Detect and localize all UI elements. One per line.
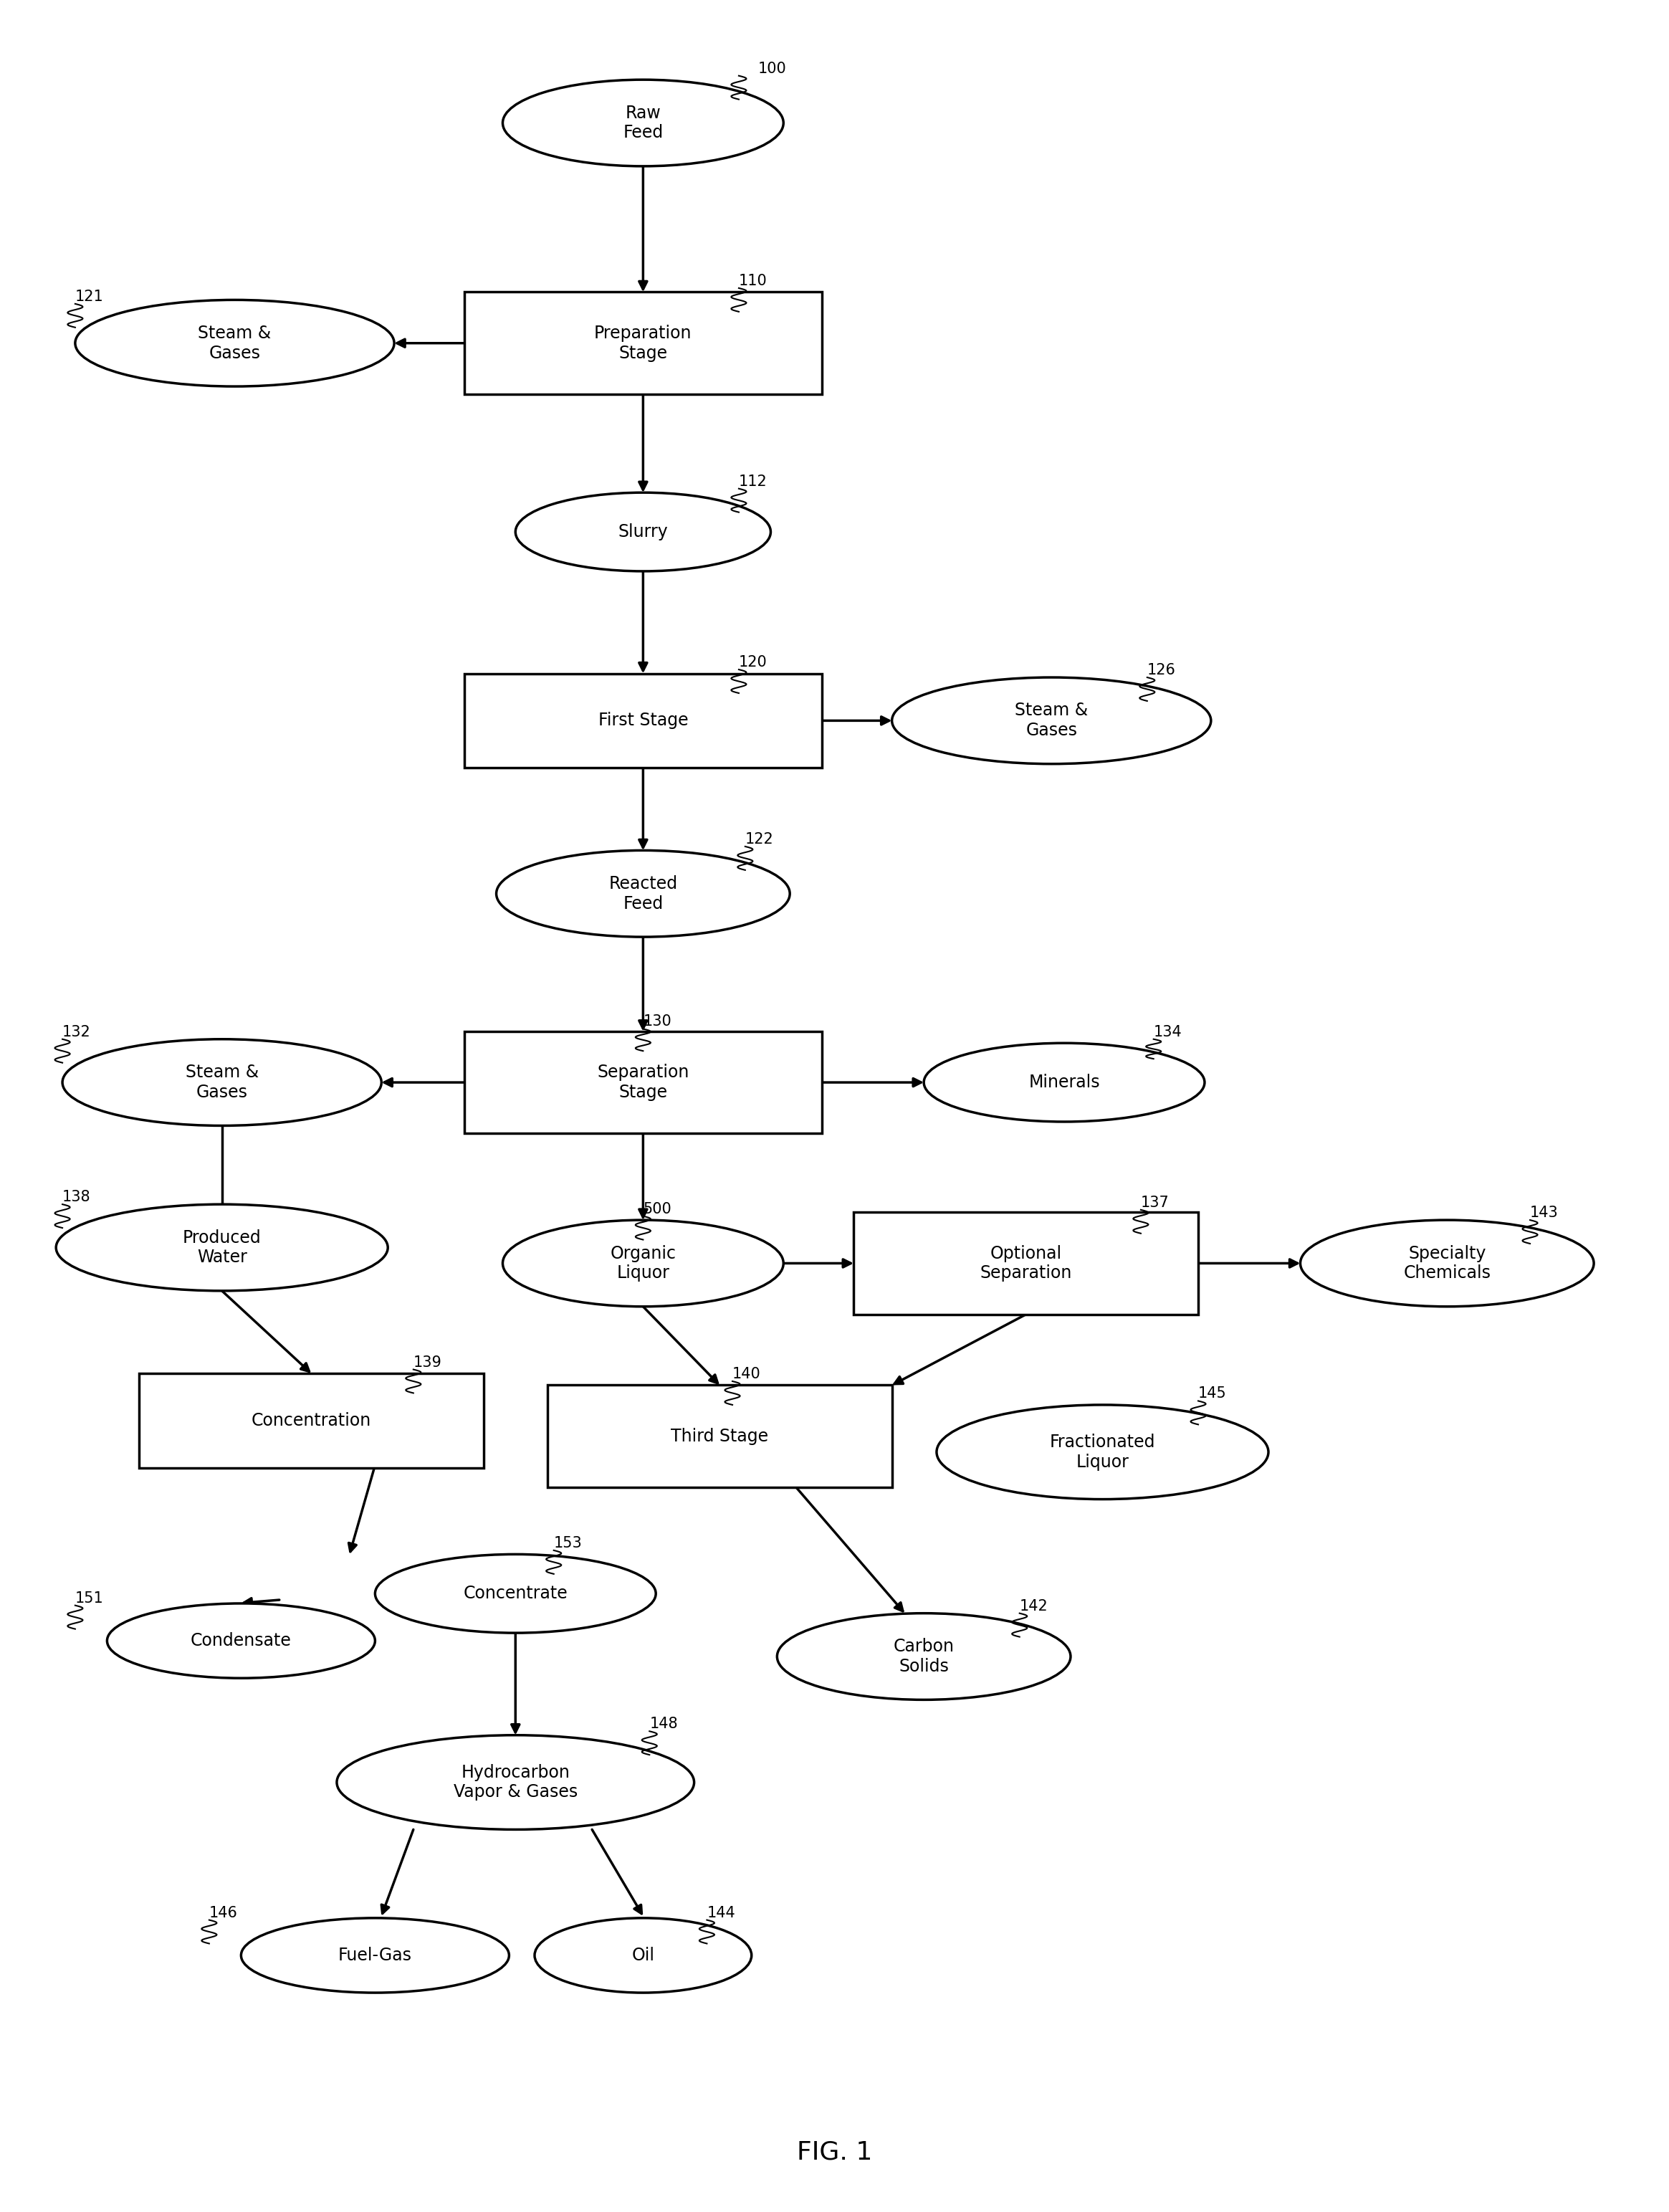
- Ellipse shape: [502, 80, 783, 166]
- Text: 139: 139: [414, 1356, 442, 1369]
- Ellipse shape: [496, 849, 789, 938]
- FancyBboxPatch shape: [853, 1212, 1198, 1314]
- Text: Separation
Stage: Separation Stage: [598, 1064, 689, 1102]
- Ellipse shape: [936, 1405, 1268, 1500]
- Text: Steam &
Gases: Steam & Gases: [199, 325, 272, 363]
- Text: Minerals: Minerals: [1028, 1073, 1100, 1091]
- Text: Condensate: Condensate: [190, 1632, 292, 1650]
- Text: Hydrocarbon
Vapor & Gases: Hydrocarbon Vapor & Gases: [454, 1763, 577, 1801]
- FancyBboxPatch shape: [464, 1031, 821, 1133]
- Text: 138: 138: [62, 1190, 90, 1203]
- Text: 130: 130: [643, 1015, 671, 1029]
- Text: 500: 500: [643, 1201, 671, 1217]
- Ellipse shape: [1300, 1221, 1594, 1307]
- Ellipse shape: [376, 1555, 656, 1632]
- Ellipse shape: [62, 1040, 382, 1126]
- Text: Reacted
Feed: Reacted Feed: [609, 876, 678, 911]
- Text: Produced
Water: Produced Water: [182, 1230, 262, 1265]
- Ellipse shape: [337, 1734, 694, 1829]
- FancyBboxPatch shape: [547, 1385, 891, 1486]
- Text: Steam &
Gases: Steam & Gases: [185, 1064, 259, 1102]
- Text: Preparation
Stage: Preparation Stage: [594, 325, 693, 363]
- Text: Slurry: Slurry: [618, 524, 668, 540]
- Text: 132: 132: [62, 1024, 90, 1040]
- FancyBboxPatch shape: [139, 1374, 484, 1469]
- Text: 120: 120: [739, 655, 768, 670]
- Ellipse shape: [107, 1604, 376, 1679]
- Text: 134: 134: [1153, 1024, 1182, 1040]
- Text: 151: 151: [75, 1590, 103, 1606]
- Text: 112: 112: [739, 473, 768, 489]
- Text: FIG. 1: FIG. 1: [796, 2139, 873, 2163]
- Text: 146: 146: [209, 1905, 237, 1920]
- Ellipse shape: [516, 493, 771, 571]
- Text: 153: 153: [554, 1535, 582, 1551]
- Text: Third Stage: Third Stage: [671, 1427, 768, 1444]
- Text: Raw
Feed: Raw Feed: [623, 104, 663, 142]
- Text: 121: 121: [75, 290, 103, 303]
- Text: Organic
Liquor: Organic Liquor: [611, 1245, 676, 1281]
- Text: 137: 137: [1142, 1194, 1170, 1210]
- Text: 122: 122: [744, 832, 774, 847]
- Text: 110: 110: [739, 274, 768, 288]
- Text: Concentrate: Concentrate: [464, 1586, 567, 1601]
- Text: 140: 140: [733, 1367, 761, 1380]
- Text: 100: 100: [758, 62, 786, 75]
- Ellipse shape: [925, 1044, 1205, 1121]
- Text: Fractionated
Liquor: Fractionated Liquor: [1050, 1433, 1155, 1471]
- Text: Carbon
Solids: Carbon Solids: [893, 1637, 955, 1674]
- Ellipse shape: [240, 1918, 509, 1993]
- Text: Specialty
Chemicals: Specialty Chemicals: [1404, 1245, 1490, 1281]
- Text: 145: 145: [1198, 1387, 1227, 1400]
- FancyBboxPatch shape: [464, 292, 821, 394]
- Text: Concentration: Concentration: [252, 1411, 371, 1429]
- Text: Steam &
Gases: Steam & Gases: [1015, 701, 1088, 739]
- Text: Optional
Separation: Optional Separation: [980, 1245, 1071, 1281]
- Text: 126: 126: [1147, 664, 1175, 677]
- Ellipse shape: [57, 1203, 387, 1292]
- Ellipse shape: [534, 1918, 751, 1993]
- FancyBboxPatch shape: [464, 672, 821, 768]
- Text: 143: 143: [1530, 1206, 1559, 1221]
- Ellipse shape: [75, 301, 394, 387]
- Ellipse shape: [778, 1613, 1070, 1699]
- Text: First Stage: First Stage: [598, 712, 688, 730]
- Text: 142: 142: [1020, 1599, 1048, 1613]
- Text: 148: 148: [649, 1717, 678, 1732]
- Text: Fuel-Gas: Fuel-Gas: [339, 1947, 412, 1964]
- Text: 144: 144: [708, 1905, 736, 1920]
- Text: Oil: Oil: [631, 1947, 654, 1964]
- Ellipse shape: [891, 677, 1212, 763]
- Ellipse shape: [502, 1221, 783, 1307]
